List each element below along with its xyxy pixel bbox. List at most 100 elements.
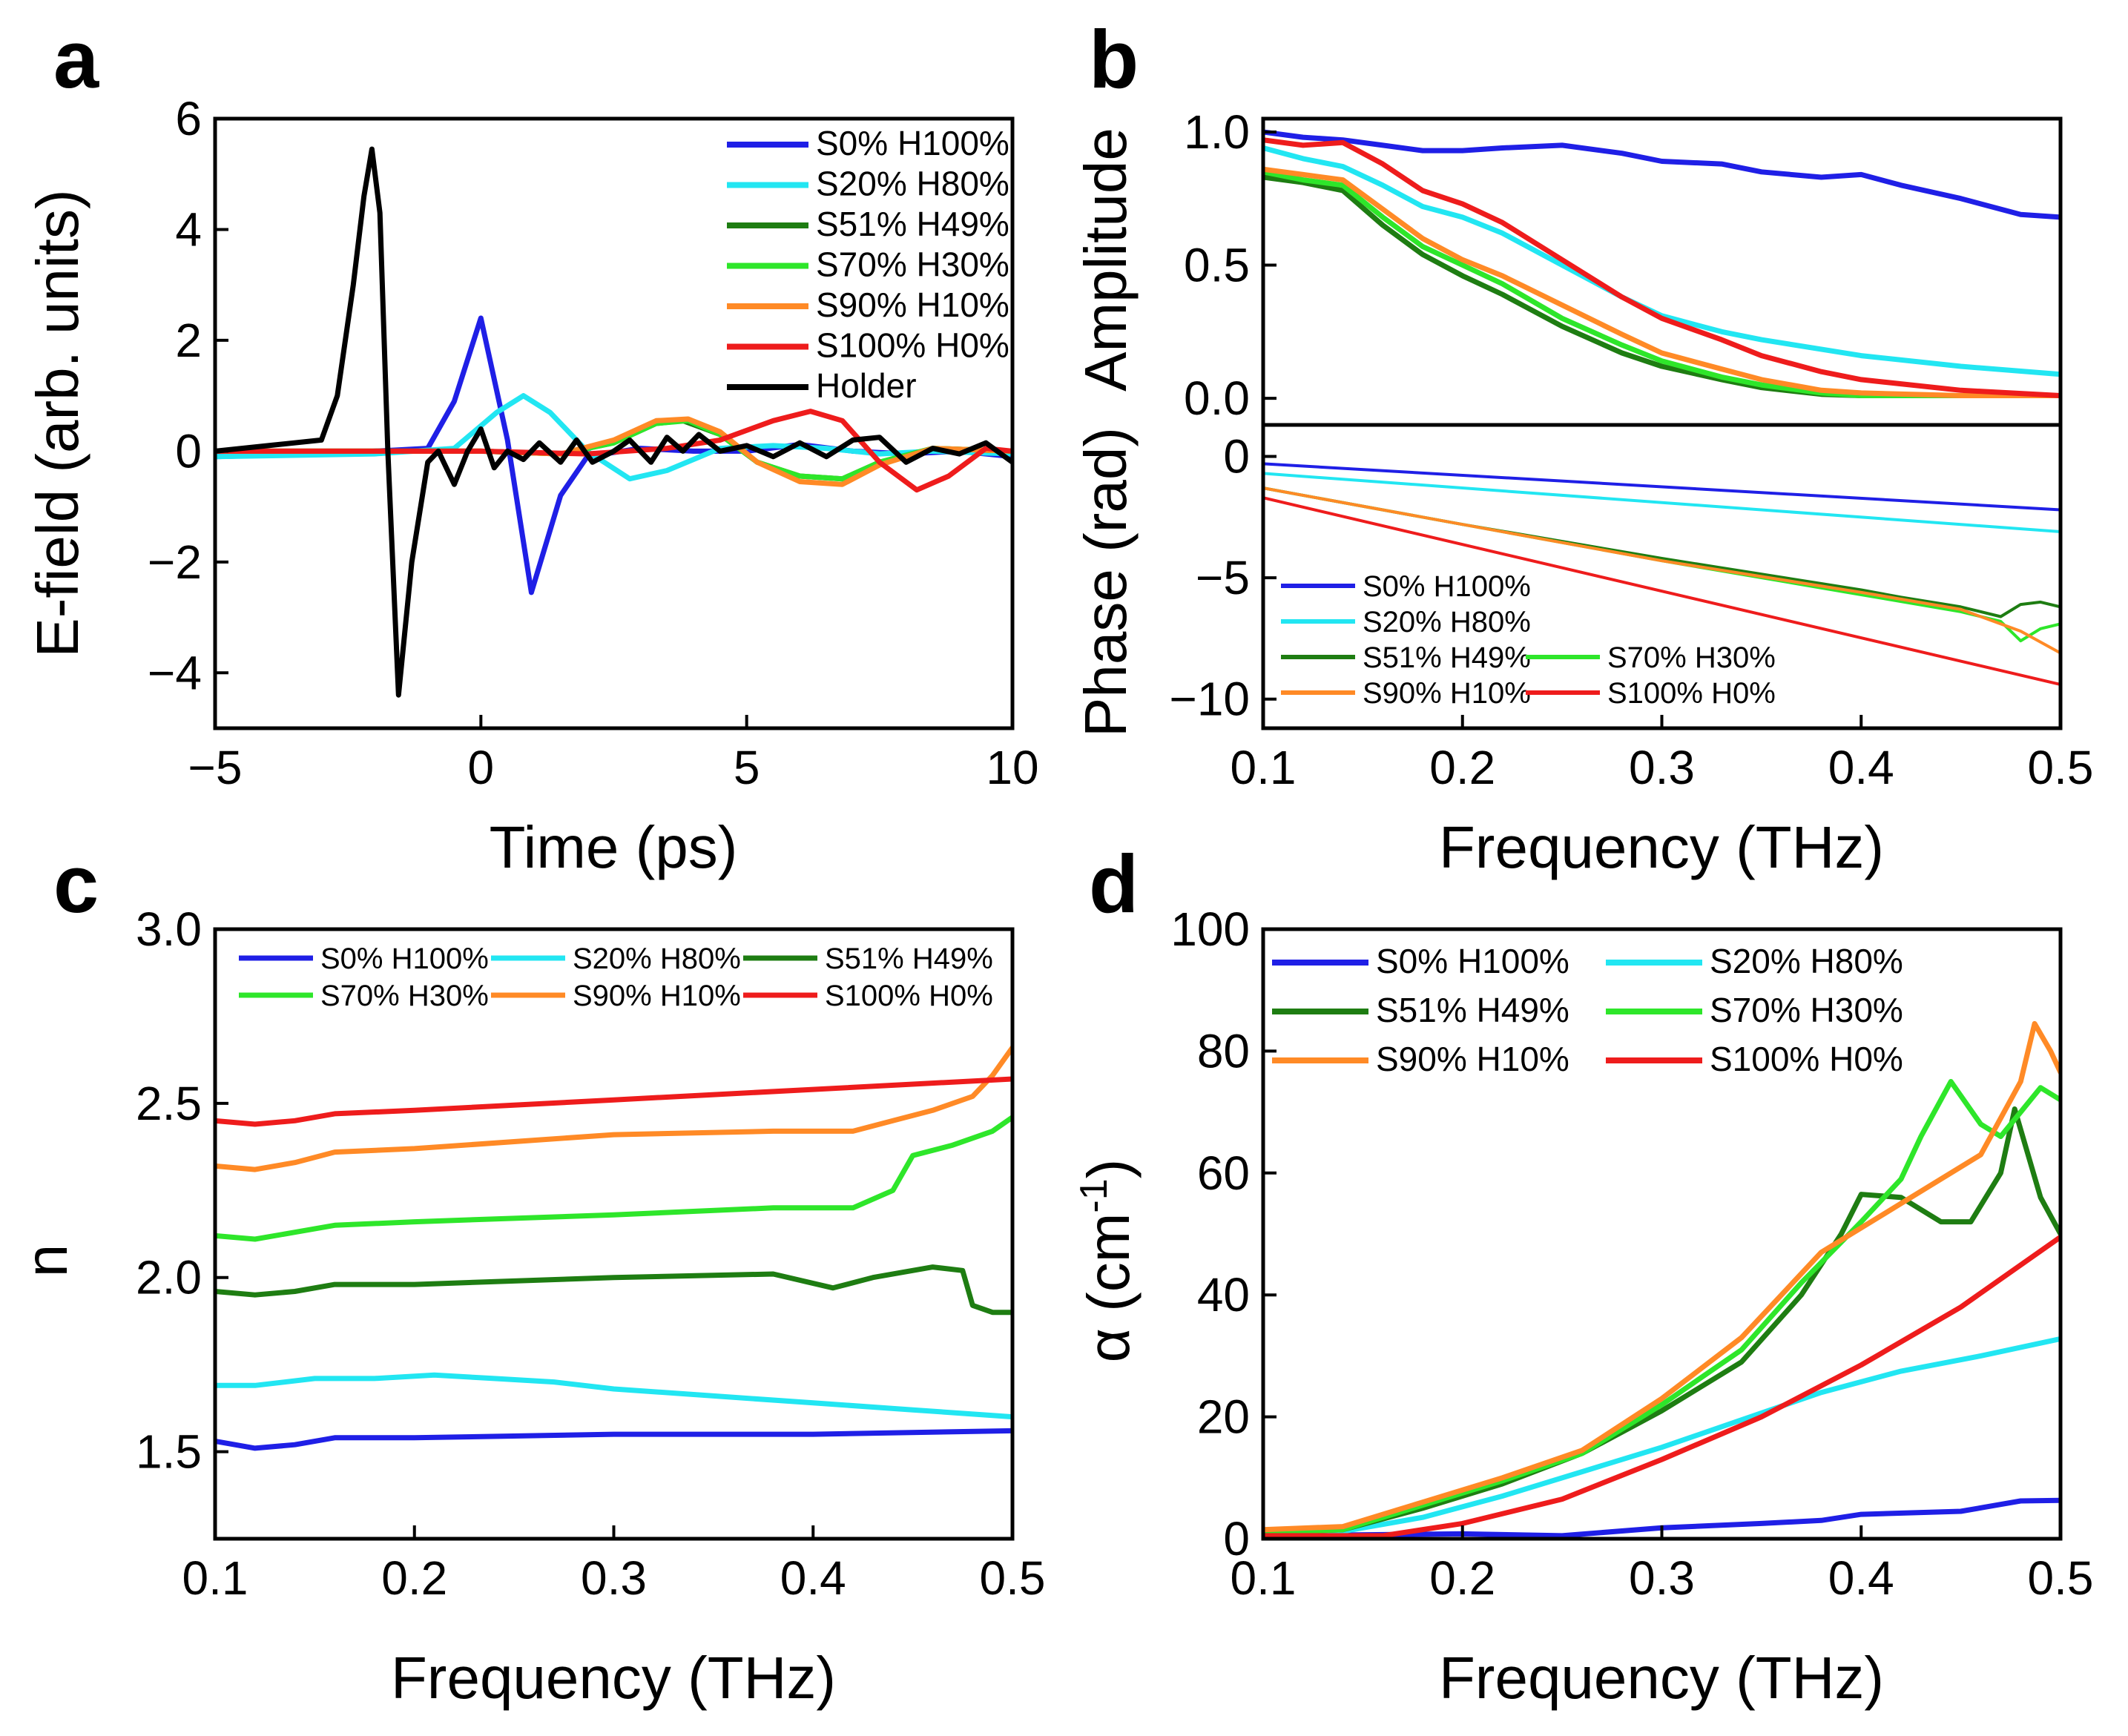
series-line-b-top-1 (1263, 145, 2061, 377)
panel-b-amplitude-yticks: 0.0 0.5 1.0 (1184, 105, 1277, 425)
panel-c-chart: 0.1 0.2 0.3 0.4 0.5 1.5 2.0 2.5 3.0 Frequency (… (13, 902, 1045, 1711)
panel-c-xticks: 0.1 0.2 0.3 0.4 0.5 (182, 1525, 1046, 1605)
series-line-b-bottom-4 (1263, 486, 2061, 655)
series-line-b-top-4 (1263, 166, 2061, 398)
panel-c-ylabel: n (13, 1244, 79, 1278)
series-line-d-4 (1263, 1020, 2061, 1533)
legend-label-c-4: S90% H10% (573, 980, 741, 1012)
x-tick-label-b-bottom-1: 0.2 (1429, 741, 1495, 794)
panel-d-marks (1263, 1020, 2061, 1539)
y-tick-label-b-bottom-2: −10 (1169, 673, 1250, 726)
x-tick-label-c-3: 0.4 (780, 1551, 846, 1605)
panel-a-yticks: −4 −2 0 2 4 6 (148, 92, 228, 699)
series-line-b-top-3 (1263, 169, 2061, 398)
panel-a-marks (215, 146, 1012, 698)
x-tick-label-d-0: 0.1 (1231, 1551, 1297, 1605)
x-tick-label-b-bottom-3: 0.4 (1828, 741, 1894, 794)
legend-label-b-bottom-1: S20% H80% (1363, 606, 1531, 638)
panel-d-ylabel-sup: -1 (1073, 1178, 1116, 1212)
legend-label-c-2: S51% H49% (825, 943, 993, 975)
series-line-b-top-0 (1263, 129, 2061, 220)
panel-d-legend: S0% H100% S20% H80% S51% H49% S70% H30% S90%… (1272, 942, 1903, 1078)
x-tick-label-c-4: 0.5 (980, 1551, 1046, 1605)
panel-d-yticks: 0 20 40 60 80 100 (1170, 902, 1277, 1565)
panel-letter-d: d (1089, 839, 1139, 930)
panel-d-lines (1263, 1020, 2061, 1539)
series-line-a-6 (215, 146, 1012, 698)
panel-b-legend: S0% H100%S20% H80%S51% H49% S70% H30% S90%… (1281, 570, 1776, 710)
panel-letter-c: c (53, 839, 99, 930)
y-tick-label-d-5: 100 (1170, 902, 1250, 956)
panel-a-xlabel: Time (ps) (490, 814, 738, 880)
y-tick-label-d-0: 0 (1223, 1512, 1250, 1565)
series-line-b-bottom-0 (1263, 462, 2061, 512)
panel-letter-a: a (53, 14, 99, 105)
panel-b-xticks: 0.1 0.2 0.3 0.4 0.5 (1231, 715, 2094, 794)
panel-a-legend: S0% H100%S20% H80%S51% H49%S70% H30%S90%… (727, 124, 1009, 405)
panel-a-chart: −5 0 5 10 −4 −2 0 2 4 6 Time (ps) E-field (arb. … (24, 92, 1039, 880)
panel-b-top-lines (1263, 129, 2061, 398)
series-line-c-3 (215, 1115, 1012, 1242)
panel-b-amplitude-chart: 0.0 0.5 1.0 Amplitude (1073, 105, 2061, 425)
panel-a-lines (215, 146, 1012, 698)
legend-label-a-6: Holder (816, 366, 917, 405)
series-line-d-5 (1263, 1234, 2061, 1539)
legend-label-a-5: S100% H0% (816, 326, 1009, 365)
series-line-d-0 (1263, 1497, 2061, 1539)
panel-c-legend: S0% H100% S20% H80% S51% H49% S70% H30% S90%… (239, 943, 993, 1012)
panel-d-chart: 0.1 0.2 0.3 0.4 0.5 0 20 40 60 80 100 Frequency (… (1073, 902, 2093, 1711)
panel-b-phase-marks (1263, 462, 2061, 687)
panel-b-amplitude-ylabel: Amplitude (1073, 128, 1139, 392)
panel-a-frame (213, 116, 1015, 730)
legend-label-d-2: S51% H49% (1376, 991, 1569, 1029)
series-line-b-top-5 (1263, 137, 2061, 398)
series-line-d-2 (1263, 1106, 2061, 1536)
legend-label-d-4: S90% H10% (1376, 1040, 1569, 1078)
panel-c-yticks: 1.5 2.0 2.5 3.0 (136, 902, 228, 1479)
x-tick-label-c-0: 0.1 (182, 1551, 248, 1605)
legend-label-b-bottom-0: S0% H100% (1363, 570, 1531, 603)
panel-c-marks (215, 1045, 1012, 1451)
series-line-d-3 (1263, 1079, 2061, 1536)
panel-d-xticks: 0.1 0.2 0.3 0.4 0.5 (1231, 1525, 2094, 1605)
y-tick-label-b-top-2: 1.0 (1184, 105, 1250, 159)
x-tick-label-d-3: 0.4 (1828, 1551, 1894, 1605)
series-line-c-1 (215, 1372, 1012, 1420)
panel-d-ylabel: α (cm-1) (1073, 1159, 1142, 1363)
x-tick-label-d-4: 0.5 (2028, 1551, 2094, 1605)
series-line-c-2 (215, 1264, 1012, 1316)
panel-a-xticks: −5 0 5 10 (188, 715, 1039, 794)
legend-label-b-bottom-4: S90% H10% (1363, 677, 1531, 710)
x-tick-label-d-2: 0.3 (1629, 1551, 1695, 1605)
y-tick-label-c-0: 1.5 (136, 1425, 202, 1479)
legend-label-d-5: S100% H0% (1710, 1040, 1903, 1078)
x-tick-label-c-1: 0.2 (381, 1551, 447, 1605)
panel-c-frame (213, 927, 1015, 1541)
y-tick-label-a-1: −2 (148, 535, 202, 589)
x-tick-label-d-1: 0.2 (1429, 1551, 1495, 1605)
legend-label-a-3: S70% H30% (816, 245, 1009, 284)
panel-c-xlabel: Frequency (THz) (391, 1645, 836, 1711)
y-tick-label-a-0: −4 (148, 646, 202, 699)
x-tick-label-b-bottom-4: 0.5 (2028, 741, 2094, 794)
panel-b-phase-yticks: 0 −5 −10 (1169, 430, 1277, 726)
y-tick-label-b-top-0: 0.0 (1184, 372, 1250, 425)
x-tick-label-b-bottom-0: 0.1 (1231, 741, 1297, 794)
legend-label-c-5: S100% H0% (825, 980, 993, 1012)
y-tick-label-b-top-1: 0.5 (1184, 239, 1250, 292)
y-tick-label-d-3: 60 (1197, 1146, 1250, 1200)
legend-label-a-1: S20% H80% (816, 165, 1009, 203)
y-tick-label-a-3: 2 (175, 314, 202, 367)
legend-label-b-bottom-5: S100% H0% (1607, 677, 1776, 710)
panel-letter-b: b (1089, 14, 1139, 105)
y-tick-label-a-4: 4 (175, 202, 202, 256)
x-tick-label-a-0: −5 (188, 741, 243, 794)
legend-label-c-1: S20% H80% (573, 943, 741, 975)
y-tick-label-d-2: 40 (1197, 1268, 1250, 1321)
legend-label-d-3: S70% H30% (1710, 991, 1903, 1029)
y-tick-label-a-2: 0 (175, 424, 202, 478)
series-line-c-4 (215, 1045, 1012, 1172)
y-tick-label-b-bottom-0: 0 (1223, 430, 1250, 483)
series-line-b-bottom-1 (1263, 472, 2061, 533)
